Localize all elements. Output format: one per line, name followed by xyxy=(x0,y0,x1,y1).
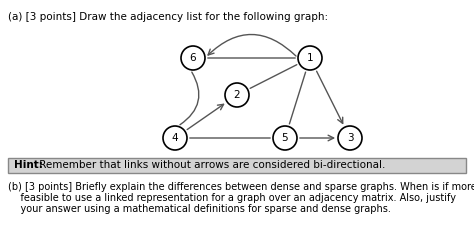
Text: Hint:: Hint: xyxy=(14,160,43,171)
FancyBboxPatch shape xyxy=(8,158,466,173)
Text: 5: 5 xyxy=(282,133,288,143)
Circle shape xyxy=(273,126,297,150)
Text: 3: 3 xyxy=(346,133,353,143)
Text: your answer using a mathematical definitions for sparse and dense graphs.: your answer using a mathematical definit… xyxy=(8,204,391,214)
Circle shape xyxy=(298,46,322,70)
Circle shape xyxy=(225,83,249,107)
Text: 2: 2 xyxy=(234,90,240,100)
Text: (b) [3 points] Briefly explain the differences between dense and sparse graphs. : (b) [3 points] Briefly explain the diffe… xyxy=(8,182,474,192)
Circle shape xyxy=(338,126,362,150)
Text: 4: 4 xyxy=(172,133,178,143)
Circle shape xyxy=(163,126,187,150)
Text: 1: 1 xyxy=(307,53,313,63)
Text: 6: 6 xyxy=(190,53,196,63)
Circle shape xyxy=(181,46,205,70)
Text: (a) [3 points] Draw the adjacency list for the following graph:: (a) [3 points] Draw the adjacency list f… xyxy=(8,12,328,22)
Text: Remember that links without arrows are considered bi-directional.: Remember that links without arrows are c… xyxy=(36,160,385,171)
Text: feasible to use a linked representation for a graph over an adjacency matrix. Al: feasible to use a linked representation … xyxy=(8,193,456,203)
